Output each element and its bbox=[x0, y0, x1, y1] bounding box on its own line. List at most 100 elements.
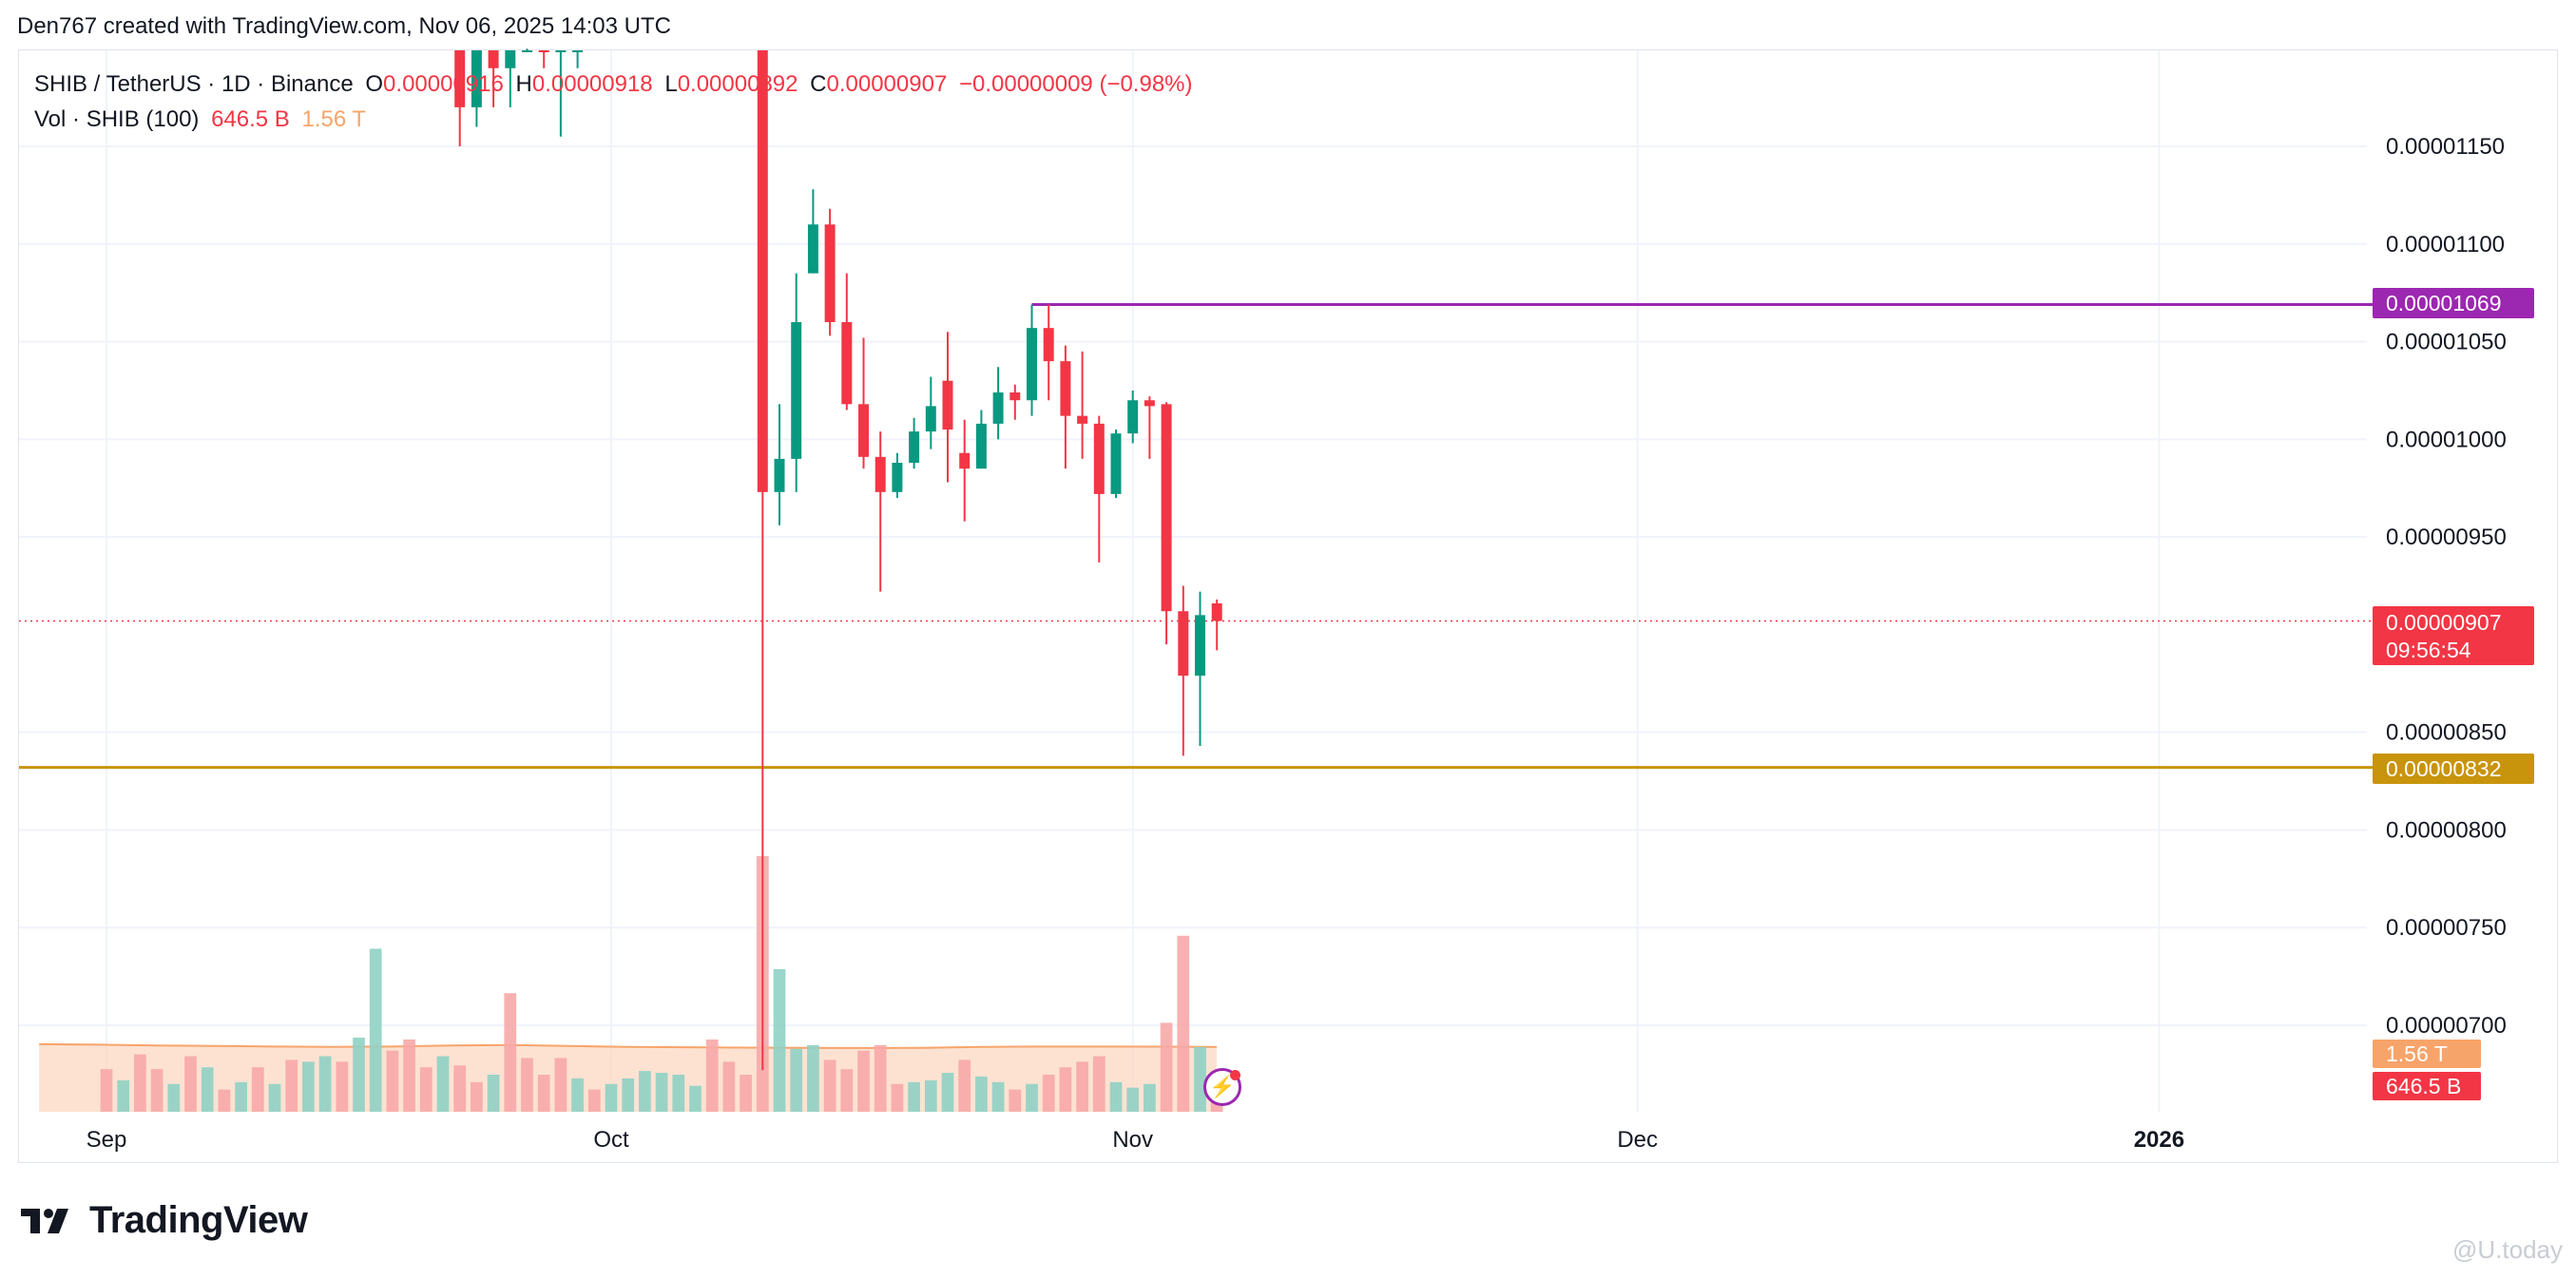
candle-body bbox=[858, 404, 869, 457]
candle-body bbox=[1060, 361, 1071, 416]
y-tick-label: 0.00000800 bbox=[2386, 817, 2507, 843]
volume-bar bbox=[958, 1059, 971, 1112]
candle-body bbox=[1110, 433, 1122, 494]
candle-body bbox=[791, 322, 802, 459]
volume-bar bbox=[487, 1075, 500, 1112]
volume-bar bbox=[1160, 1022, 1173, 1112]
high-value: 0.00000918 bbox=[531, 71, 653, 97]
volume-bar bbox=[840, 1069, 854, 1112]
volume-bar bbox=[235, 1081, 247, 1112]
volume-bar bbox=[1109, 1081, 1123, 1112]
candle-body bbox=[1043, 328, 1054, 362]
candle-body bbox=[892, 463, 903, 492]
volume-bar bbox=[807, 1044, 819, 1112]
bar-countdown: 09:56:54 bbox=[2386, 638, 2471, 662]
volume-bar bbox=[857, 1050, 870, 1112]
flash-icon[interactable]: ⚡ bbox=[1203, 1068, 1241, 1106]
low-label: L bbox=[664, 71, 678, 97]
volume-bar bbox=[722, 1061, 736, 1112]
volume-bar bbox=[403, 1039, 415, 1112]
volume-bar bbox=[790, 1048, 803, 1112]
volume-bar bbox=[823, 1059, 836, 1112]
candle-body bbox=[925, 406, 936, 432]
volume-bar bbox=[1026, 1083, 1038, 1112]
x-tick-label: Sep bbox=[87, 1127, 127, 1153]
close-value: 0.00000907 bbox=[826, 71, 948, 97]
volume-ma-value: 1.56 T bbox=[301, 106, 367, 132]
volume-bar bbox=[386, 1050, 399, 1112]
volume-bar bbox=[587, 1089, 601, 1112]
symbol-legend: SHIB / TetherUS · 1D · Binance O0.000009… bbox=[34, 67, 1199, 137]
volume-bar bbox=[134, 1054, 146, 1112]
candle-body bbox=[1027, 328, 1037, 401]
candle-body bbox=[959, 452, 971, 469]
symbol-description[interactable]: SHIB / TetherUS · 1D · Binance bbox=[34, 71, 354, 97]
volume-bar bbox=[554, 1058, 567, 1112]
volume-bar bbox=[184, 1056, 197, 1112]
volume-bar bbox=[924, 1079, 937, 1112]
close-label: C bbox=[810, 71, 827, 97]
volume-bar bbox=[471, 1081, 483, 1112]
candle-body bbox=[538, 50, 549, 52]
volume-bar bbox=[504, 993, 517, 1112]
tradingview-logo[interactable]: TradingView bbox=[21, 1199, 308, 1242]
volume-bar bbox=[369, 948, 382, 1112]
volume-bar bbox=[251, 1067, 264, 1112]
candle-body bbox=[875, 456, 886, 492]
current-price-value: 0.00000907 bbox=[2386, 610, 2502, 635]
y-tick-label: 0.00001100 bbox=[2386, 232, 2505, 258]
open-label: O bbox=[365, 71, 384, 97]
volume-bar bbox=[773, 968, 786, 1112]
volume-bar bbox=[1092, 1056, 1105, 1112]
candle-body bbox=[471, 50, 482, 107]
volume-bar bbox=[655, 1073, 668, 1112]
y-tick-label: 0.00001150 bbox=[2386, 134, 2505, 160]
volume-value: 646.5 B bbox=[211, 106, 290, 132]
candle-body bbox=[1093, 423, 1105, 494]
volume-bar bbox=[353, 1038, 365, 1112]
volume-bar bbox=[1042, 1075, 1055, 1112]
volume-bar bbox=[941, 1073, 954, 1112]
candle-body bbox=[572, 50, 584, 52]
volume-bar bbox=[100, 1069, 113, 1112]
tradingview-wordmark: TradingView bbox=[89, 1199, 308, 1241]
volume-bar bbox=[991, 1081, 1005, 1112]
volume-bar bbox=[740, 1075, 752, 1112]
y-tick-label: 0.00001000 bbox=[2386, 427, 2507, 452]
volume-bar bbox=[167, 1083, 181, 1112]
candle-body bbox=[1127, 400, 1139, 434]
volume-bar bbox=[1177, 935, 1190, 1112]
volume-bar bbox=[1144, 1083, 1156, 1112]
volume-bar bbox=[571, 1078, 584, 1112]
volume-bar bbox=[672, 1075, 685, 1112]
low-value: 0.00000892 bbox=[677, 71, 798, 97]
candle-body bbox=[909, 431, 920, 463]
volume-bar bbox=[302, 1061, 315, 1112]
volume-bar bbox=[436, 1056, 450, 1112]
volume-tag: 646.5 B bbox=[2373, 1072, 2481, 1100]
candle-body bbox=[488, 50, 499, 68]
candle-body bbox=[774, 458, 785, 492]
chart-frame[interactable] bbox=[18, 49, 2558, 1163]
notification-dot bbox=[1230, 1070, 1240, 1080]
candle-body bbox=[1178, 611, 1189, 677]
volume-legend-row: Vol · SHIB (100) 646.5 B 1.56 T bbox=[34, 102, 1199, 137]
volume-bar bbox=[117, 1079, 130, 1112]
x-tick-label: Oct bbox=[593, 1127, 629, 1153]
volume-bar bbox=[336, 1061, 349, 1112]
y-tick-label: 0.00000750 bbox=[2386, 915, 2507, 941]
current-price-tag: 0.00000907 09:56:54 bbox=[2373, 606, 2534, 665]
support-price-tag: 0.00000832 bbox=[2373, 754, 2534, 784]
candle-body bbox=[1009, 392, 1021, 401]
open-value: 0.00000916 bbox=[383, 71, 504, 97]
volume-bar bbox=[537, 1075, 550, 1112]
volume-ma-line bbox=[39, 1042, 1218, 1049]
candle-body bbox=[555, 50, 567, 52]
volume-bar bbox=[521, 1058, 533, 1112]
volume-bar bbox=[1194, 1046, 1206, 1112]
volume-indicator-label[interactable]: Vol · SHIB (100) bbox=[34, 106, 200, 132]
watermark: @U.today bbox=[2452, 1235, 2563, 1264]
candle-body bbox=[1211, 603, 1222, 621]
y-tick-label: 0.00000700 bbox=[2386, 1013, 2507, 1039]
